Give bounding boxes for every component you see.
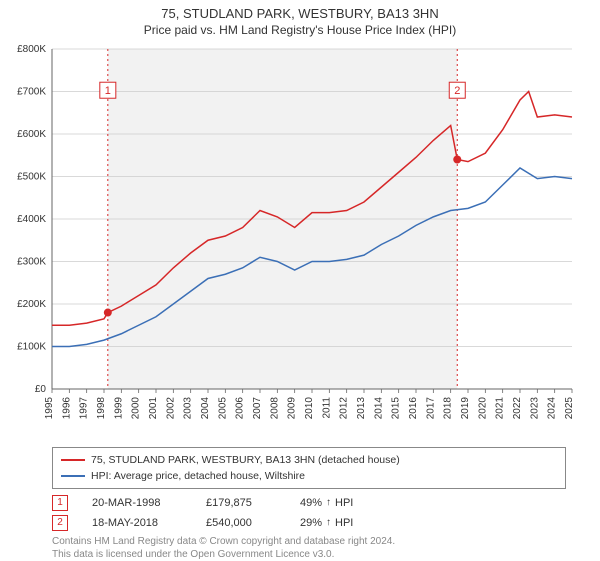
legend-row-1: 75, STUDLAND PARK, WESTBURY, BA13 3HN (d… [61, 452, 557, 468]
chart-title: 75, STUDLAND PARK, WESTBURY, BA13 3HN [0, 0, 600, 21]
svg-text:2015: 2015 [391, 397, 402, 420]
svg-text:£700K: £700K [17, 87, 46, 98]
svg-text:2011: 2011 [321, 397, 332, 419]
svg-text:2000: 2000 [131, 397, 142, 420]
svg-text:£300K: £300K [17, 257, 46, 268]
svg-text:2018: 2018 [443, 397, 454, 420]
event-price-1: £179,875 [206, 493, 276, 513]
svg-text:2025: 2025 [564, 397, 575, 420]
svg-text:2019: 2019 [460, 397, 471, 420]
svg-text:£100K: £100K [17, 342, 46, 353]
event-badge-1: 1 [52, 495, 68, 511]
svg-text:2012: 2012 [339, 397, 350, 420]
svg-text:1998: 1998 [96, 397, 107, 420]
svg-text:£200K: £200K [17, 299, 46, 310]
svg-text:2024: 2024 [547, 397, 558, 420]
footer-line-2: This data is licensed under the Open Gov… [52, 548, 566, 561]
svg-text:2007: 2007 [252, 397, 263, 420]
legend-swatch-red [61, 459, 85, 461]
event-row-1: 1 20-MAR-1998 £179,875 49% ↑ HPI [52, 493, 566, 513]
svg-text:2: 2 [454, 85, 460, 97]
svg-text:2008: 2008 [269, 397, 280, 420]
chart-svg: £0 £100K £200K £300K £400K £500K £600K £700K £80… [0, 41, 600, 441]
legend-label-2: HPI: Average price, detached house, Wilt… [91, 468, 305, 484]
svg-text:1996: 1996 [61, 397, 72, 420]
svg-text:2022: 2022 [512, 397, 523, 420]
legend-label-1: 75, STUDLAND PARK, WESTBURY, BA13 3HN (d… [91, 452, 400, 468]
event-row-2: 2 18-MAY-2018 £540,000 29% ↑ HPI [52, 513, 566, 533]
svg-text:1995: 1995 [44, 397, 55, 420]
arrow-up-icon: ↑ [326, 493, 331, 513]
svg-text:2016: 2016 [408, 397, 419, 420]
arrow-up-icon: ↑ [326, 513, 331, 533]
event-date-2: 18-MAY-2018 [92, 513, 182, 533]
event-hpi-1: 49% ↑ HPI [300, 493, 353, 513]
svg-text:2004: 2004 [200, 397, 211, 420]
chart-subtitle: Price paid vs. HM Land Registry's House … [0, 21, 600, 41]
svg-text:2010: 2010 [304, 397, 315, 420]
svg-text:1999: 1999 [113, 397, 124, 420]
legend-box: 75, STUDLAND PARK, WESTBURY, BA13 3HN (d… [52, 447, 566, 489]
legend-row-2: HPI: Average price, detached house, Wilt… [61, 468, 557, 484]
svg-text:2005: 2005 [217, 397, 228, 420]
event-hpi-2: 29% ↑ HPI [300, 513, 353, 533]
footer-line-1: Contains HM Land Registry data © Crown c… [52, 535, 566, 548]
events-table: 1 20-MAR-1998 £179,875 49% ↑ HPI 2 18-MA… [52, 493, 566, 533]
svg-text:2002: 2002 [165, 397, 176, 420]
legend-swatch-blue [61, 475, 85, 477]
svg-text:2013: 2013 [356, 397, 367, 420]
svg-text:2001: 2001 [148, 397, 159, 420]
chart-footer: Contains HM Land Registry data © Crown c… [52, 535, 566, 561]
event-date-1: 20-MAR-1998 [92, 493, 182, 513]
svg-text:£0: £0 [35, 384, 47, 395]
svg-text:2014: 2014 [373, 397, 384, 420]
event-price-2: £540,000 [206, 513, 276, 533]
svg-text:£800K: £800K [17, 44, 46, 55]
svg-text:2006: 2006 [235, 397, 246, 420]
svg-text:£400K: £400K [17, 214, 46, 225]
svg-text:2017: 2017 [425, 397, 436, 420]
svg-text:1: 1 [105, 85, 111, 97]
chart-container: 75, STUDLAND PARK, WESTBURY, BA13 3HN Pr… [0, 0, 600, 560]
svg-text:2023: 2023 [529, 397, 540, 420]
chart-area: £0 £100K £200K £300K £400K £500K £600K £700K £80… [0, 41, 600, 441]
svg-text:2020: 2020 [477, 397, 488, 420]
svg-text:2009: 2009 [287, 397, 298, 420]
svg-text:2021: 2021 [495, 397, 506, 420]
svg-text:£500K: £500K [17, 172, 46, 183]
svg-text:£600K: £600K [17, 129, 46, 140]
event-badge-2: 2 [52, 515, 68, 531]
svg-text:1997: 1997 [79, 397, 90, 420]
svg-text:2003: 2003 [183, 397, 194, 420]
